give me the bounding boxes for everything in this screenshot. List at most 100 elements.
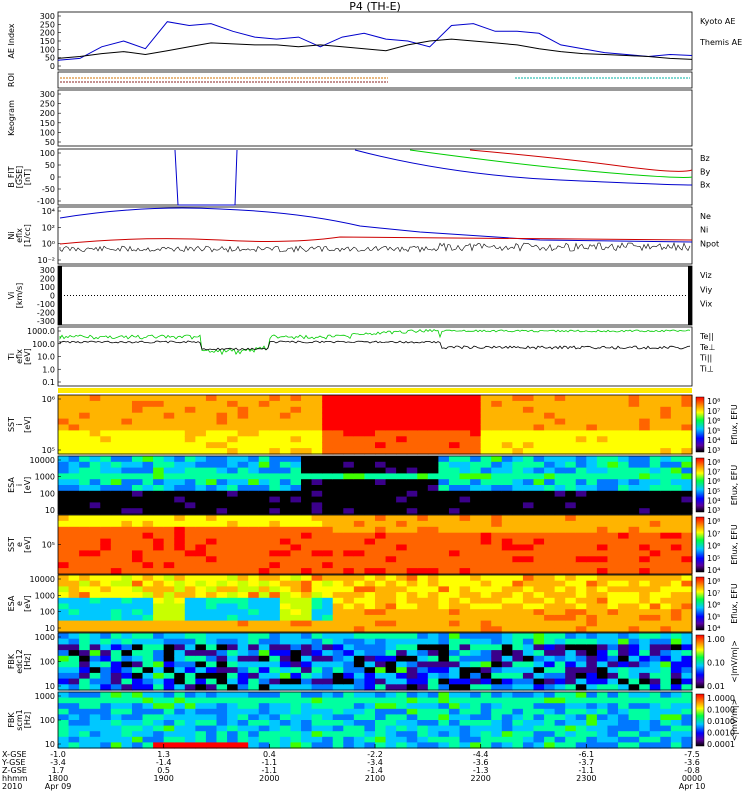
time-col-value: -3.7 bbox=[579, 758, 595, 767]
legend-bfit-1: By bbox=[700, 167, 710, 176]
ytick-label: 100 bbox=[40, 716, 55, 725]
ytick-label: 10 bbox=[45, 740, 55, 749]
colorbar-sst_e bbox=[695, 516, 705, 573]
ytick-label: 10⁴ bbox=[42, 207, 55, 216]
ytick-label: 300 bbox=[40, 12, 55, 21]
ylabel-esa_i: i bbox=[15, 484, 24, 486]
series-bx bbox=[354, 149, 693, 186]
time-row-label: hhmm bbox=[2, 774, 28, 783]
series-bx-spike bbox=[174, 149, 238, 206]
ylabel-sst_e: [eV] bbox=[23, 536, 32, 553]
colorbar-fbk_scm bbox=[695, 693, 705, 747]
colorbar-tick: 10⁵ bbox=[707, 612, 720, 621]
ytick-label: 10 bbox=[45, 682, 55, 691]
ylabel-roi: ROI bbox=[7, 73, 16, 87]
colorbar-label: Eflux, EFU bbox=[730, 583, 739, 624]
legend-ni-0: Ne bbox=[700, 212, 711, 221]
series-ni bbox=[59, 242, 691, 253]
colorbar-esa_e bbox=[695, 576, 705, 631]
ylabel-sst_i: i bbox=[15, 423, 24, 425]
time-col-value: -3.6 bbox=[684, 758, 700, 767]
colorbar-esa_i bbox=[695, 457, 705, 513]
colorbar-tick: 1.00 bbox=[707, 635, 725, 644]
legend-ni-2: Npot bbox=[700, 239, 719, 248]
colorbar-label: Eflux, EFU bbox=[730, 465, 739, 506]
ylabel-fbk_scm: FBK bbox=[7, 712, 16, 728]
ylabel-fbk_e12: [Hz] bbox=[23, 653, 32, 669]
ytick-label: -100 bbox=[37, 300, 55, 309]
series-by bbox=[409, 149, 693, 178]
colorbar-tick: 10⁷ bbox=[707, 407, 720, 416]
time-col-value: 2100 bbox=[365, 774, 385, 783]
colorbar-tick: 10⁸ bbox=[707, 397, 720, 406]
time-col-value: -3.6 bbox=[473, 758, 489, 767]
time-row-label: X-GSE bbox=[2, 750, 27, 759]
colorbar-tick: 10⁷ bbox=[707, 529, 720, 538]
time-col-value: Apr 09 bbox=[45, 782, 72, 791]
time-col-value: 1900 bbox=[153, 774, 173, 783]
ytick-label: 10 bbox=[45, 624, 55, 633]
ylabel-ae: AE Index bbox=[7, 23, 16, 58]
ytick-label: 100 bbox=[40, 128, 55, 137]
time-col-value: 1.7 bbox=[52, 766, 65, 775]
time-col-value: -3.4 bbox=[50, 758, 66, 767]
ylabel-sst_i: SST bbox=[7, 417, 16, 432]
ytick-label: 10⁵ bbox=[42, 446, 55, 455]
time-col-value: -1.1 bbox=[262, 758, 278, 767]
ytick-label: 1000 bbox=[35, 692, 55, 701]
ytick-label: 10² bbox=[42, 223, 55, 232]
ytick-label: -100 bbox=[37, 197, 55, 206]
time-row-label: Y-GSE bbox=[1, 758, 25, 767]
colorbar-tick: 10⁶ bbox=[707, 477, 720, 486]
ylabel-fbk_scm: [Hz] bbox=[23, 712, 32, 728]
panel-ti: Ti eflx [eV] 1000.0 100.0 10.0 1.0 0.1 Te|| Te⊥ Ti… bbox=[7, 326, 715, 387]
time-col-value: -0.8 bbox=[684, 766, 700, 775]
colorbar-tick: 0.0001 bbox=[707, 740, 735, 749]
colorbar-tick: 10⁸ bbox=[707, 577, 720, 586]
legend-ti-3: Ti⊥ bbox=[699, 364, 714, 373]
colorbar-tick: 1.0000 bbox=[707, 694, 735, 703]
ylabel-fbk_e12: FBK bbox=[7, 653, 16, 669]
time-row-label: Z-GSE bbox=[2, 766, 27, 775]
time-col-value: 2300 bbox=[576, 774, 596, 783]
ytick-label: 10⁻² bbox=[37, 256, 55, 265]
ytick-label: 10000 bbox=[30, 456, 55, 465]
panel-sst_e: SST e [eV] 10⁸ 10⁷ 10⁶ 10⁵ 10⁴ Eflux, EFU 10⁵ bbox=[7, 514, 739, 575]
legend-vi-2: Vix bbox=[700, 300, 713, 309]
ytick-label: 100 bbox=[40, 283, 55, 292]
ylabel-ti: [eV] bbox=[23, 348, 32, 365]
legend-ti-1: Te⊥ bbox=[699, 343, 715, 352]
colorbar-label: Eflux, EFU bbox=[730, 524, 739, 565]
colorbar-label: Eflux, EFU bbox=[730, 404, 739, 445]
time-col-value: -1.4 bbox=[156, 758, 172, 767]
ytick-label: 300 bbox=[40, 266, 55, 275]
colorbar-tick: 10⁸ bbox=[707, 517, 720, 526]
ytick-label: 200 bbox=[40, 29, 55, 38]
ytick-label: 1000.0 bbox=[27, 327, 55, 336]
legend-bfit-0: Bz bbox=[700, 154, 710, 163]
colorbar-tick: 10⁴ bbox=[707, 624, 720, 633]
ylabel-esa_i: [eV] bbox=[23, 477, 32, 494]
ylabel-esa_i: ESA bbox=[7, 477, 16, 493]
ylabel-esa_e: [eV] bbox=[23, 595, 32, 612]
time-col-value: -7.5 bbox=[684, 750, 700, 759]
time-col-value: -1.1 bbox=[579, 766, 595, 775]
panel-roi: ROI bbox=[7, 71, 693, 89]
ylabel-fbk_e12: edc12 bbox=[15, 649, 24, 674]
colorbar-tick: 10³ bbox=[707, 446, 720, 455]
ytick-label: 0.1 bbox=[42, 378, 55, 387]
colorbar-tick: 10⁷ bbox=[707, 589, 720, 598]
series-ti bbox=[59, 329, 691, 356]
ytick-label: 100.0 bbox=[32, 340, 55, 349]
time-row-label: 2010 bbox=[2, 782, 22, 791]
series-ne bbox=[59, 236, 693, 245]
legend-ni-1: Ni bbox=[700, 226, 708, 235]
ytick-label: 200 bbox=[40, 275, 55, 284]
colorbar-fbk_e12 bbox=[695, 634, 705, 689]
time-col-value: 1800 bbox=[48, 774, 68, 783]
colorbar-tick: 10⁵ bbox=[707, 487, 720, 496]
